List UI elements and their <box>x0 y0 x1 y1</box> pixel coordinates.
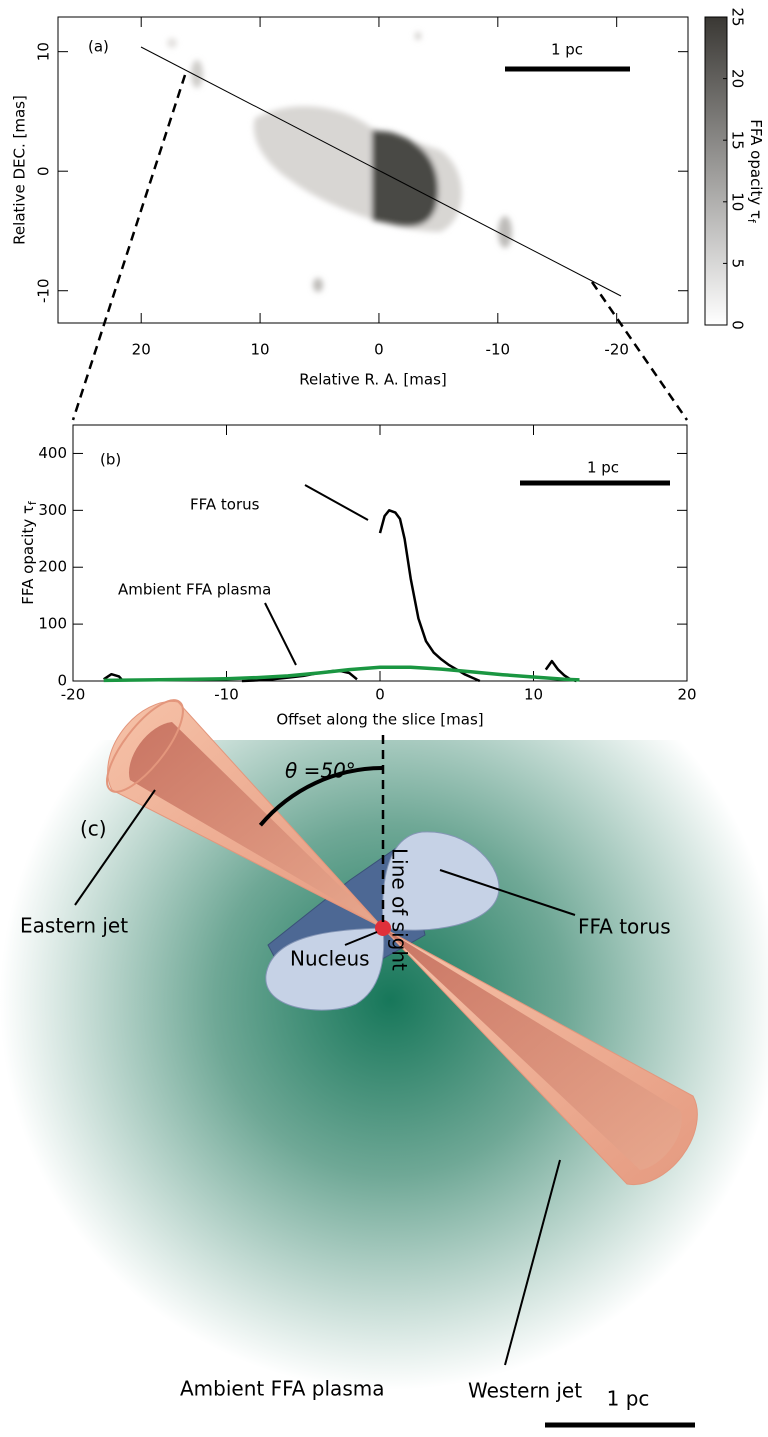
y-tick-label: 400 <box>38 444 67 462</box>
x-tick-label: 10 <box>524 686 543 704</box>
panel-label: (c) <box>80 817 107 841</box>
line-of-sight-label: Line of sight <box>388 848 412 971</box>
colorbar-label: FFA opacity τf <box>745 119 766 223</box>
colorbar-tick-label: 10 <box>729 192 747 211</box>
colorbar-tick-label: 20 <box>729 69 747 88</box>
torus-label: FFA torus <box>578 915 671 939</box>
nucleus-label: Nucleus <box>290 947 370 971</box>
colorbar-tick-label: 0 <box>729 320 747 330</box>
scale-label: 1 pc <box>587 459 619 477</box>
y-tick-label: 100 <box>38 615 67 633</box>
annotation-leader <box>305 485 368 520</box>
x-axis-label: Offset along the slice [mas] <box>276 711 483 729</box>
x-tick-label: 0 <box>374 341 384 359</box>
western-jet-label: Western jet <box>468 1379 582 1403</box>
ambient-label: Ambient FFA plasma <box>180 1377 384 1401</box>
scale-label: 1 pc <box>551 41 583 59</box>
y-tick-label: 10 <box>35 42 53 61</box>
angle-label: θ =50° <box>285 759 356 783</box>
y-tick-label: 300 <box>38 501 67 519</box>
colorbar-tick-label: 15 <box>729 131 747 150</box>
colorbar-label-sub: f <box>745 219 757 223</box>
y-tick-label: 0 <box>35 166 53 176</box>
panel-label: (b) <box>100 451 121 469</box>
x-tick-label: -10 <box>214 686 239 704</box>
eastern-jet-label: Eastern jet <box>20 914 128 938</box>
scale-label: 1 pc <box>607 1387 650 1411</box>
colorbar-tick-label: 25 <box>729 7 747 26</box>
x-axis-label: Relative R. A. [mas] <box>299 371 447 389</box>
y-axis-label-main: FFA opacity τ <box>19 505 37 605</box>
x-tick-label: -10 <box>486 341 511 359</box>
slice-line <box>141 47 621 296</box>
annotation-leader <box>265 603 296 665</box>
connector <box>73 75 185 420</box>
colorbar-label-main: FFA opacity τ <box>748 119 766 219</box>
annotation: FFA torus <box>190 496 260 514</box>
series-line <box>104 667 580 680</box>
panel-label: (a) <box>88 38 109 56</box>
y-axis-label: FFA opacity τf <box>19 501 40 605</box>
illustration: (c) Line of sight θ =50° Eastern jet FFA… <box>0 690 768 1437</box>
x-tick-label: 0 <box>375 686 385 704</box>
x-tick-label: 10 <box>251 341 270 359</box>
y-tick-label: -10 <box>35 278 53 303</box>
x-tick-label: -20 <box>604 341 629 359</box>
figure: 20100-10-20-10010Relative R. A. [mas]Rel… <box>0 0 768 1437</box>
x-tick-label: 20 <box>132 341 151 359</box>
y-axis-label: Relative DEC. [mas] <box>11 95 29 245</box>
annotation: Ambient FFA plasma <box>118 581 271 599</box>
y-tick-label: 200 <box>38 558 67 576</box>
y-tick-label: 0 <box>57 672 67 690</box>
x-tick-label: 20 <box>677 686 696 704</box>
y-axis-label-sub: f <box>27 501 39 505</box>
opacity-map <box>167 32 512 292</box>
colorbar <box>705 17 727 325</box>
colorbar-tick-label: 5 <box>729 259 747 269</box>
